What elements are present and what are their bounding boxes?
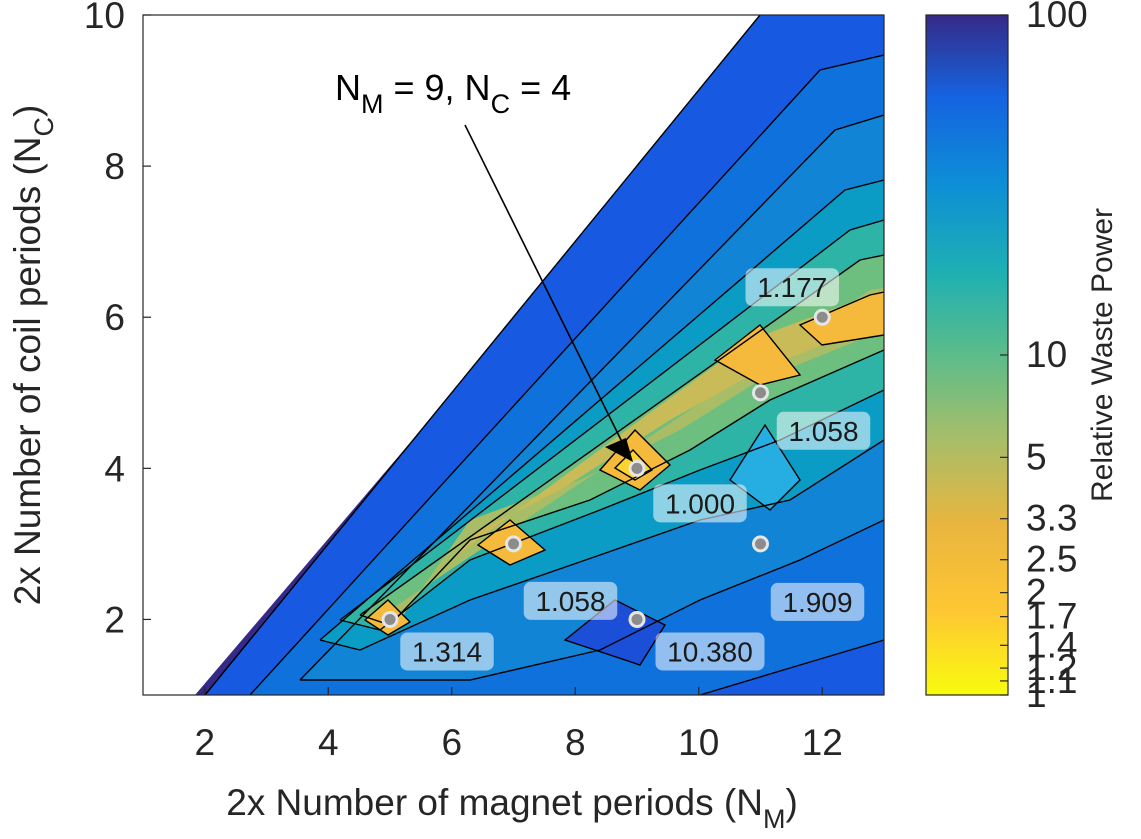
- contour-plot-area: 1.314 1.058 1.000 10.380 1.058 1.909 1.177: [195, 15, 884, 695]
- annotation-arrowhead: [605, 438, 633, 462]
- x-tick-label: 4: [318, 722, 339, 763]
- colorbar-tick-label: 3.3: [1026, 498, 1077, 539]
- contour-island-4: [715, 325, 800, 385]
- colorbar-tick-label: 1.1: [1026, 660, 1077, 701]
- annotation: NM = 9, NC = 4: [335, 67, 633, 462]
- contour-island-7: [730, 425, 800, 510]
- contour-line-7: [699, 639, 884, 695]
- x-tick-label: 10: [678, 722, 719, 763]
- point-value-label-bg: [653, 484, 747, 523]
- point-value-label-bg: [770, 582, 865, 621]
- annotation-text: NM = 9, NC = 4: [335, 67, 571, 119]
- y-tick-label: 2: [104, 599, 125, 640]
- contour-line-17: [798, 291, 884, 346]
- contour-line-8: [300, 519, 884, 681]
- plot-frame: [142, 14, 885, 696]
- annotation-arrow-shaft: [464, 124, 626, 449]
- y-tick-label: 4: [104, 448, 125, 489]
- contour-line-12: [363, 599, 412, 636]
- x-tick-label: 8: [565, 722, 586, 763]
- point-value-label: 1.058: [788, 416, 858, 447]
- point-value-label: 1.314: [412, 636, 482, 667]
- colorbar-tick-label: 1.4: [1026, 624, 1077, 665]
- data-point: [752, 535, 769, 553]
- colorbar-tick-label: 1: [1026, 674, 1047, 715]
- point-value-label-bg: [655, 632, 765, 671]
- y-tick-label: 10: [84, 0, 125, 36]
- point-value-label-bg: [745, 268, 839, 307]
- contour-line-6: [359, 254, 884, 616]
- x-tick-label: 2: [194, 722, 215, 763]
- colorbar-tick-label: 1.2: [1026, 647, 1077, 688]
- y-tick-label: 6: [104, 297, 125, 338]
- data-point: [505, 535, 522, 553]
- contour-line-1: [204, 15, 761, 695]
- data-point: [752, 384, 769, 402]
- x-tick-label: 12: [802, 722, 843, 763]
- colorbar-tick-label: 100: [1026, 0, 1088, 35]
- point-value-label: 1.058: [535, 586, 605, 617]
- point-value-label-bg: [776, 411, 871, 450]
- colorbar-tick-label: 1.7: [1026, 596, 1077, 637]
- y-axis-ticks: 2 4 6 8 10: [84, 0, 151, 640]
- point-value-label: 1.177: [757, 272, 827, 303]
- colorbar-tick-label: 2.5: [1026, 539, 1077, 580]
- x-axis-ticks: 2 4 6 8 10 12: [194, 687, 843, 763]
- data-point: [628, 610, 646, 628]
- contour-island-5: [800, 292, 884, 345]
- data-point: [628, 459, 646, 477]
- contour-line-19: [729, 423, 801, 511]
- colorbar-tick-label: 10: [1026, 334, 1067, 375]
- contour-line-9: [319, 439, 884, 651]
- contour-line-13: [476, 519, 547, 566]
- data-point: [381, 610, 399, 628]
- x-axis-label: 2x Number of magnet periods (NM): [226, 782, 798, 834]
- point-value-label-bg: [523, 581, 618, 620]
- point-value-label-bg: [400, 632, 494, 671]
- x-tick-label: 6: [441, 722, 462, 763]
- contour-line-4: [319, 179, 884, 641]
- y-axis-label: 2x Number of coil periods (NC): [7, 105, 59, 606]
- y-tick-label: 8: [104, 146, 125, 187]
- colorbar-ticks: 100 10 5 3.32.521.71.41.21.11: [1000, 0, 1088, 715]
- point-value-label: 1.000: [665, 488, 735, 519]
- colorbar-tick-label: 2: [1026, 572, 1047, 613]
- contour-line-2: [249, 54, 884, 695]
- contour-line-3: [299, 114, 884, 681]
- contour-line-5: [339, 219, 884, 621]
- contour-line-16: [713, 324, 802, 386]
- colorbar-label: Relative Waste Power: [1086, 208, 1119, 502]
- colorbar-gradient: [925, 14, 1009, 696]
- colorbar: 100 10 5 3.32.521.71.41.21.11 Relative Wast…: [925, 0, 1119, 715]
- colorbar-tick-label: 5: [1026, 436, 1047, 477]
- contour-lines: [204, 15, 884, 695]
- data-points-layer: 1.314 1.058 1.000 10.380 1.058 1.909 1.177: [381, 268, 871, 671]
- data-point: [813, 308, 831, 326]
- point-value-label: 10.380: [667, 636, 753, 667]
- point-value-label: 1.909: [782, 587, 852, 618]
